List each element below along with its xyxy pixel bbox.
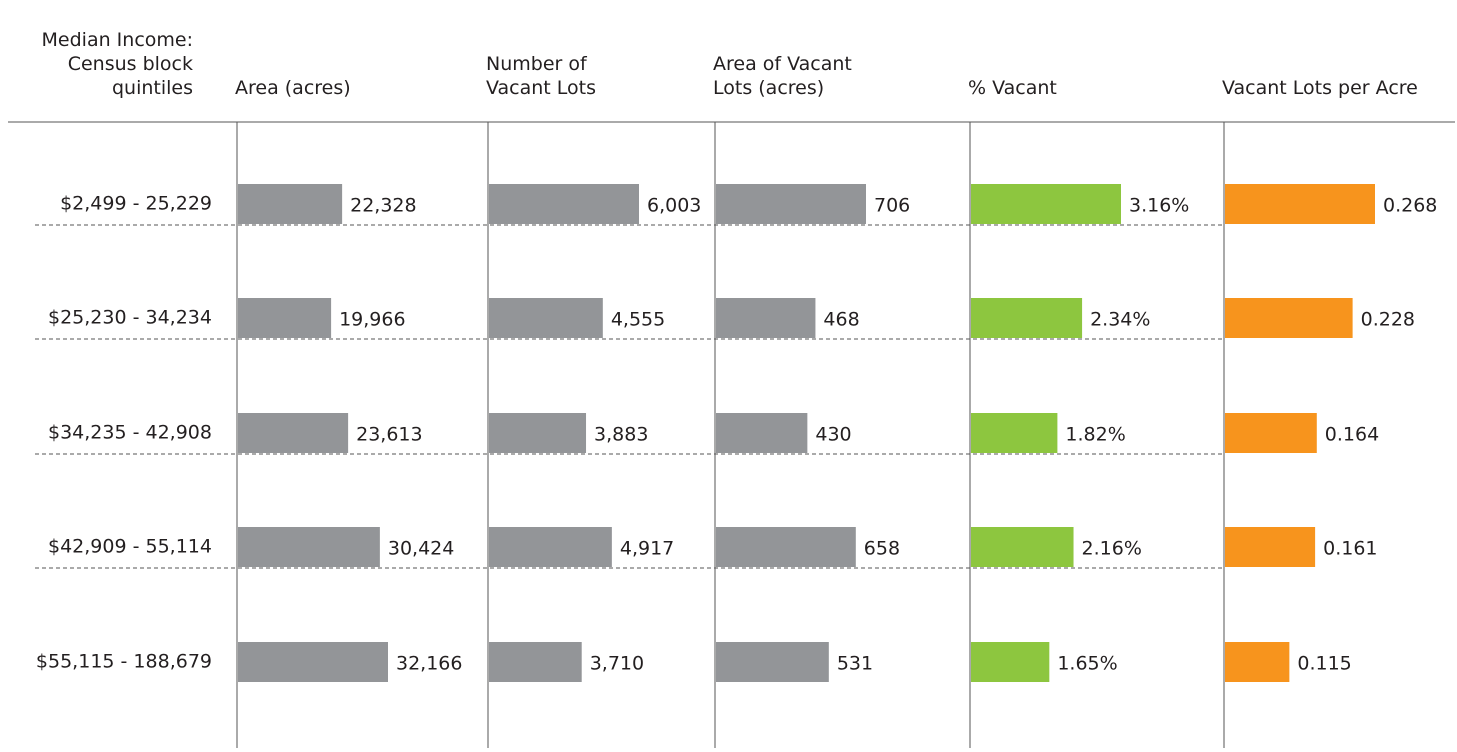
column-header: Number of Vacant Lots bbox=[486, 0, 636, 100]
column-header-box: % Vacant bbox=[968, 0, 1208, 100]
column-header-box: Area (acres) bbox=[235, 0, 475, 100]
value-label: 22,328 bbox=[350, 195, 416, 217]
value-label: 0.115 bbox=[1297, 653, 1351, 675]
column-header-box: Vacant Lots per Acre bbox=[1222, 0, 1457, 100]
bar bbox=[489, 527, 612, 567]
bar bbox=[489, 184, 639, 224]
column-header-text: Vacant Lots per Acre bbox=[1222, 77, 1418, 99]
column-header-text: Area (acres) bbox=[235, 77, 351, 99]
column-header-text: Number of Vacant Lots bbox=[486, 53, 597, 99]
column-header-text: Area of Vacant Lots (acres) bbox=[713, 53, 852, 99]
bar bbox=[971, 642, 1050, 682]
row-header-box: Median Income: Census block quintiles bbox=[0, 0, 193, 100]
column-header-text: % Vacant bbox=[968, 77, 1057, 99]
bar bbox=[716, 642, 829, 682]
bar bbox=[1225, 298, 1353, 338]
bar bbox=[716, 413, 808, 453]
row-header-line: Median Income: bbox=[41, 29, 193, 51]
value-label: 2.16% bbox=[1082, 538, 1142, 560]
category-label: $55,115 - 188,679 bbox=[36, 651, 212, 673]
column-header: Area (acres) bbox=[235, 0, 475, 100]
value-label: 2.34% bbox=[1090, 309, 1150, 331]
value-label: 658 bbox=[864, 538, 900, 560]
value-label: 1.65% bbox=[1057, 653, 1117, 675]
value-label: 19,966 bbox=[339, 309, 405, 331]
column-header: Area of Vacant Lots (acres) bbox=[713, 0, 878, 100]
value-label: 4,917 bbox=[620, 538, 674, 560]
row-header-line: Census block bbox=[67, 53, 193, 75]
column-header-box: Number of Vacant Lots bbox=[486, 0, 636, 100]
column-header: Vacant Lots per Acre bbox=[1222, 0, 1457, 100]
value-label: 4,555 bbox=[611, 309, 665, 331]
value-label: 0.268 bbox=[1383, 195, 1437, 217]
bar bbox=[238, 298, 332, 338]
bar bbox=[1225, 642, 1290, 682]
bar bbox=[971, 413, 1058, 453]
bar bbox=[716, 184, 866, 224]
category-label: $25,230 - 34,234 bbox=[48, 307, 212, 329]
value-label: 531 bbox=[837, 653, 873, 675]
value-label: 3,710 bbox=[590, 653, 644, 675]
value-label: 3,883 bbox=[594, 424, 648, 446]
value-label: 6,003 bbox=[647, 195, 701, 217]
category-label: $2,499 - 25,229 bbox=[60, 193, 212, 215]
bar bbox=[489, 642, 582, 682]
bar bbox=[716, 527, 856, 567]
bar bbox=[716, 298, 816, 338]
bar bbox=[238, 527, 380, 567]
value-label: 468 bbox=[823, 309, 859, 331]
value-label: 32,166 bbox=[396, 653, 462, 675]
value-label: 30,424 bbox=[388, 538, 454, 560]
bar bbox=[1225, 527, 1316, 567]
category-label: $34,235 - 42,908 bbox=[48, 422, 212, 444]
bar bbox=[489, 298, 603, 338]
column-header-box: Area of Vacant Lots (acres) bbox=[713, 0, 878, 100]
value-label: 1.82% bbox=[1065, 424, 1125, 446]
bar bbox=[238, 184, 343, 224]
row-header-line: quintiles bbox=[111, 77, 193, 99]
bar bbox=[971, 298, 1083, 338]
value-label: 706 bbox=[874, 195, 910, 217]
value-label: 23,613 bbox=[356, 424, 422, 446]
value-label: 3.16% bbox=[1129, 195, 1189, 217]
bar bbox=[238, 413, 349, 453]
value-label: 0.161 bbox=[1323, 538, 1377, 560]
bar bbox=[1225, 184, 1375, 224]
bar bbox=[971, 527, 1074, 567]
value-label: 0.164 bbox=[1325, 424, 1379, 446]
bar bbox=[1225, 413, 1317, 453]
column-header: % Vacant bbox=[968, 0, 1208, 100]
value-label: 430 bbox=[815, 424, 851, 446]
category-label: $42,909 - 55,114 bbox=[48, 536, 212, 558]
bar bbox=[238, 642, 388, 682]
bar bbox=[971, 184, 1121, 224]
value-label: 0.228 bbox=[1361, 309, 1415, 331]
bar bbox=[489, 413, 587, 453]
